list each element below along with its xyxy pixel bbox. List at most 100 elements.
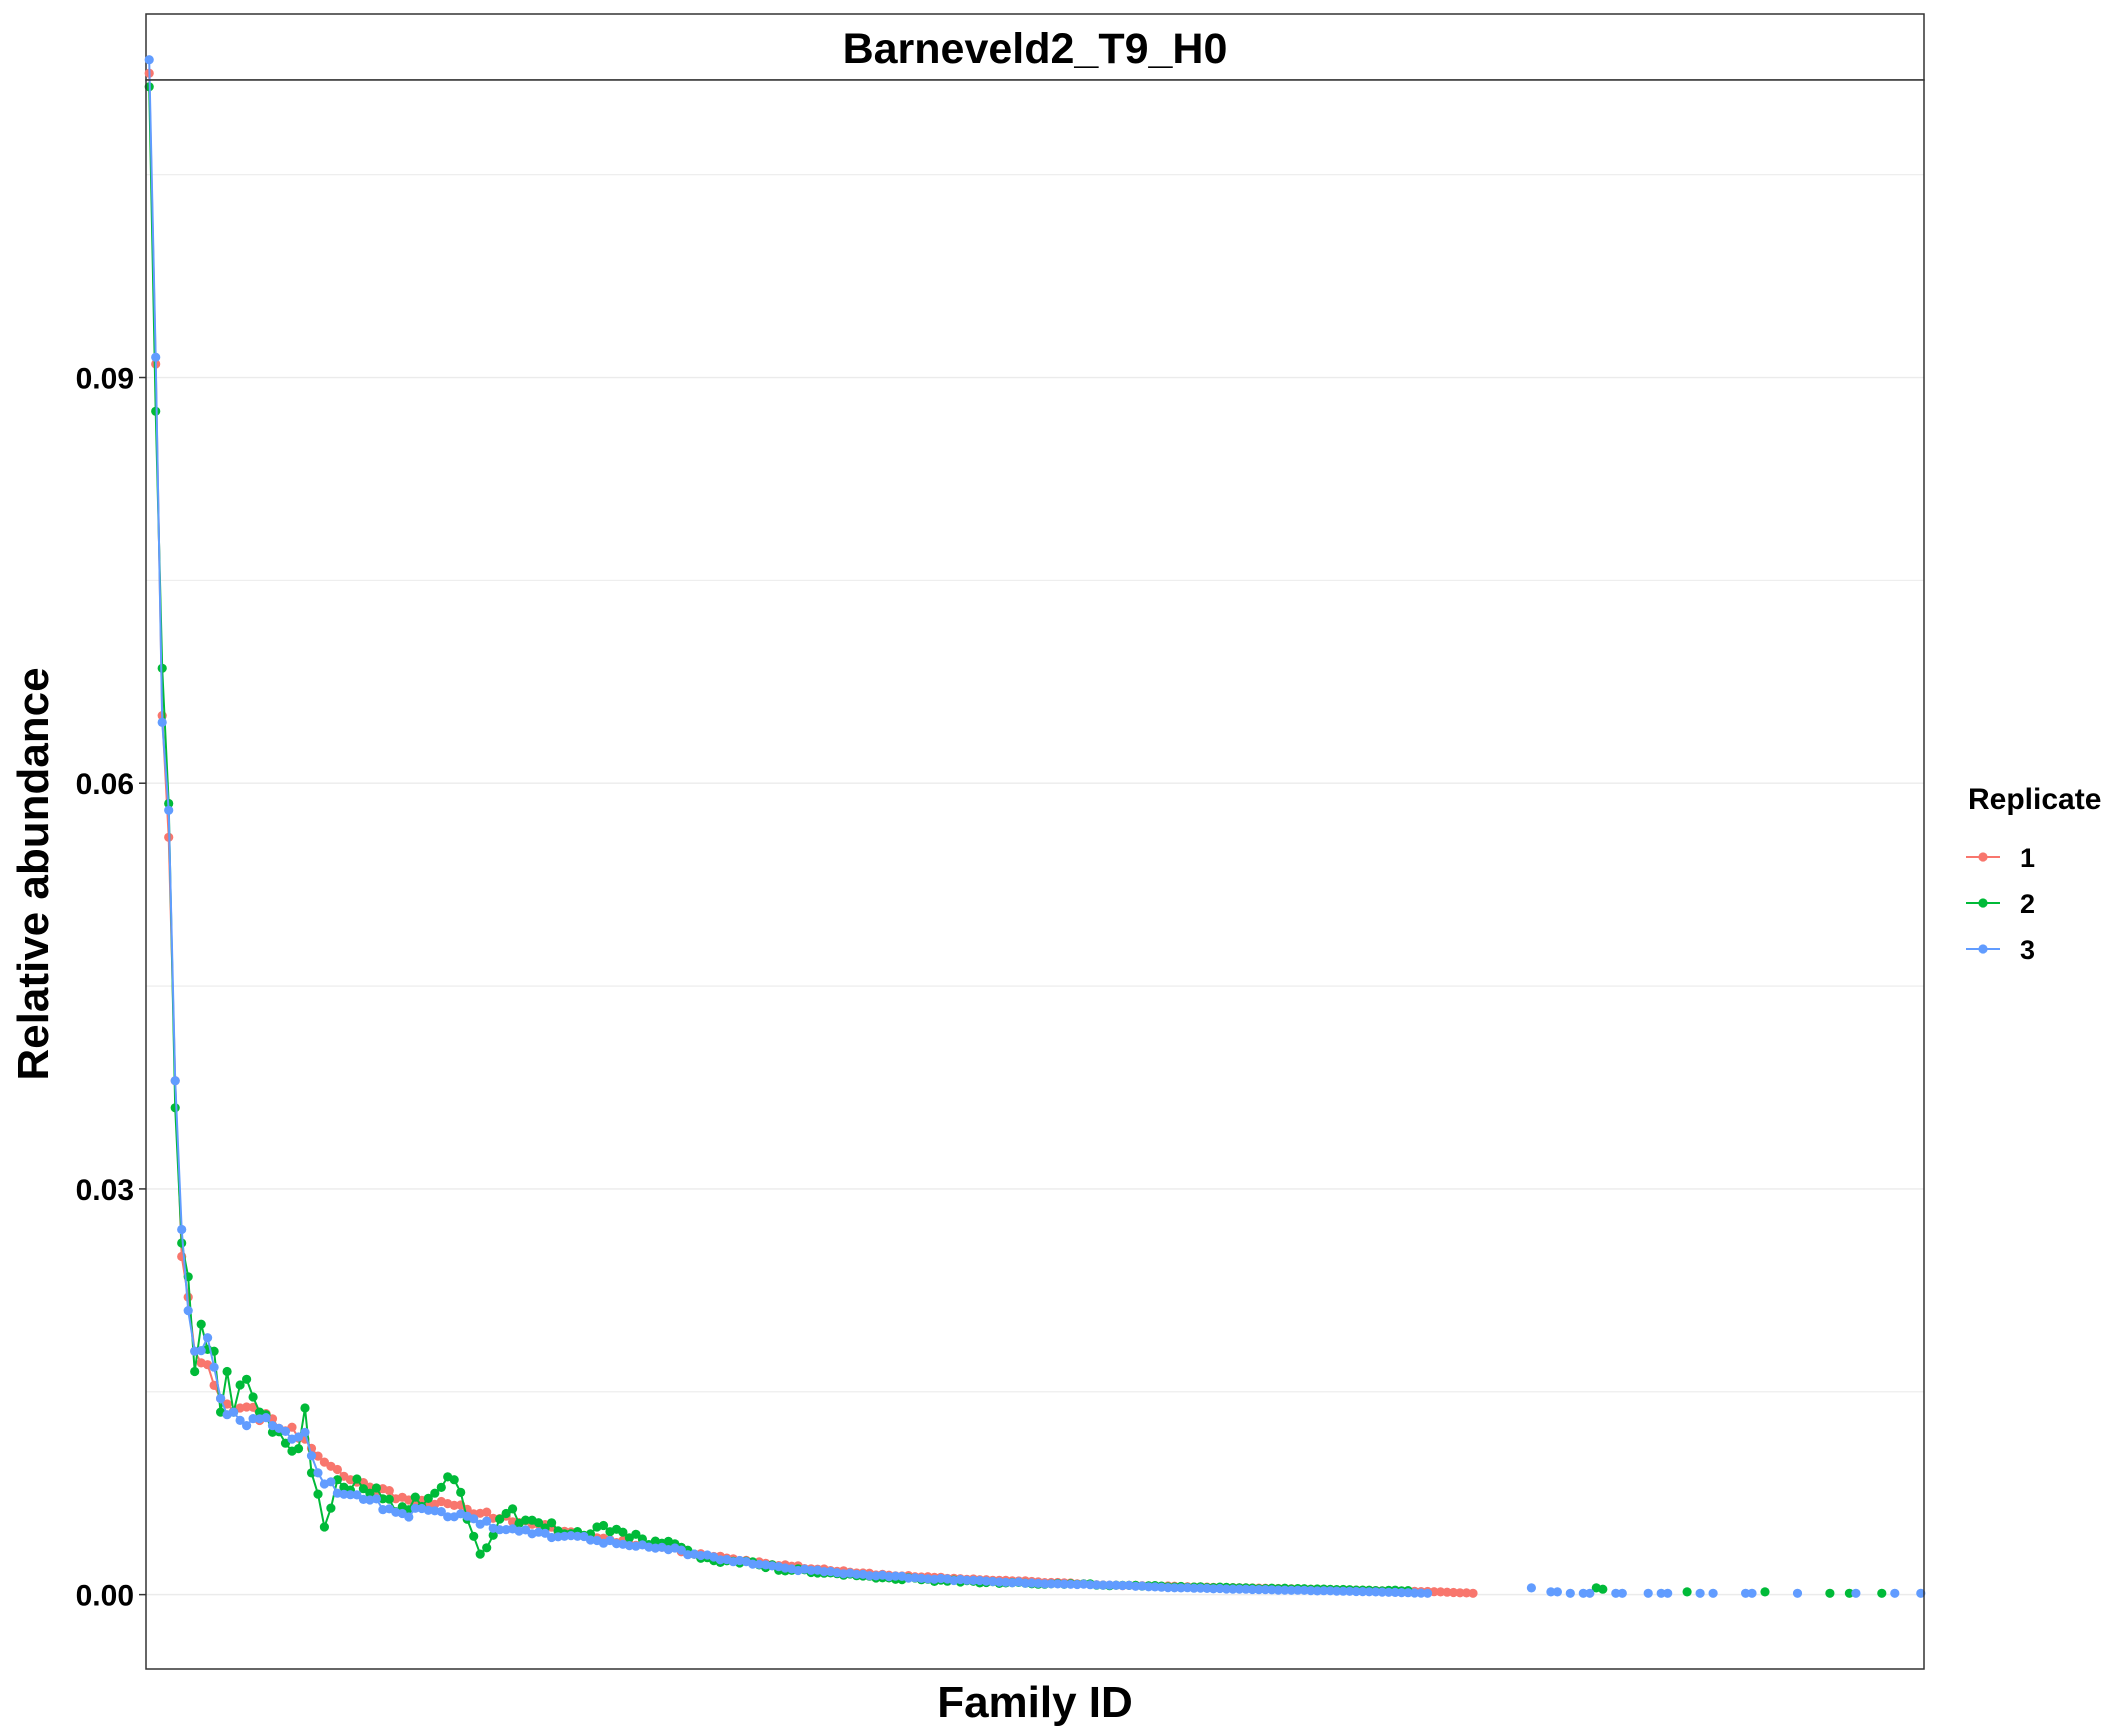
legend-label: 1: [2020, 843, 2035, 873]
data-point-3: [229, 1407, 239, 1417]
data-point-3: [981, 1576, 991, 1586]
data-point-2: [384, 1494, 394, 1504]
legend-key-1: 1: [1966, 843, 2035, 873]
data-point-3: [196, 1346, 206, 1356]
data-point-3: [164, 805, 174, 815]
data-point-3: [1280, 1585, 1290, 1595]
data-point-3: [1423, 1588, 1433, 1598]
data-point-3: [1708, 1588, 1718, 1598]
data-point-3: [1092, 1580, 1102, 1590]
data-point-3: [1241, 1584, 1251, 1594]
data-point-3: [1208, 1584, 1218, 1594]
data-point-3: [293, 1432, 304, 1442]
data-point-3: [1260, 1585, 1270, 1595]
data-point-3: [1312, 1586, 1322, 1596]
data-point-2: [475, 1549, 485, 1559]
data-point-3: [1390, 1587, 1400, 1597]
data-point-3: [1332, 1586, 1342, 1596]
data-point-3: [170, 1076, 180, 1086]
data-point-3: [1098, 1580, 1108, 1590]
data-point-2: [300, 1403, 310, 1413]
y-tick-label: 0.03: [76, 1174, 134, 1207]
data-point-3: [1169, 1583, 1180, 1593]
data-point-2: [430, 1488, 440, 1498]
legend-key-point: [1978, 852, 1988, 862]
data-point-3: [1565, 1588, 1575, 1598]
data-point-3: [715, 1555, 725, 1565]
data-point-2: [313, 1489, 323, 1499]
data-point-2: [1825, 1588, 1835, 1598]
data-point-3: [962, 1575, 972, 1585]
data-point-3: [1741, 1588, 1751, 1598]
data-point-2: [371, 1483, 381, 1493]
data-point-3: [248, 1414, 258, 1424]
data-point-3: [1176, 1583, 1186, 1593]
data-point-1: [1468, 1588, 1478, 1598]
y-axis-title: Relative abundance: [9, 667, 58, 1080]
data-point-2: [436, 1482, 446, 1492]
data-point-3: [443, 1512, 453, 1522]
data-point-2: [534, 1518, 544, 1528]
data-point-3: [1156, 1582, 1167, 1592]
data-point-2: [423, 1493, 433, 1503]
data-point-3: [1916, 1588, 1926, 1598]
data-point-3: [144, 55, 154, 65]
data-point-3: [1072, 1579, 1082, 1590]
data-point-3: [1410, 1588, 1420, 1598]
data-point-3: [151, 352, 161, 362]
data-point-3: [1656, 1588, 1666, 1598]
data-point-2: [319, 1522, 329, 1532]
y-tick-label: 0.06: [76, 768, 134, 801]
data-point-2: [352, 1474, 362, 1484]
data-point-2: [456, 1487, 466, 1497]
legend-title: Replicate: [1968, 783, 2101, 816]
data-point-3: [183, 1306, 193, 1316]
data-point-3: [1053, 1579, 1063, 1589]
data-point-1: [242, 1402, 252, 1412]
data-point-2: [306, 1468, 317, 1478]
data-point-3: [404, 1512, 414, 1522]
data-point-3: [177, 1224, 187, 1235]
data-point-3: [1306, 1586, 1316, 1596]
data-point-2: [488, 1530, 498, 1540]
data-point-2: [242, 1374, 252, 1384]
data-point-2: [177, 1238, 187, 1248]
data-point-3: [1403, 1588, 1413, 1598]
data-point-2: [190, 1366, 200, 1377]
data-point-3: [1585, 1588, 1595, 1598]
data-point-2: [507, 1504, 518, 1514]
plot-panel: [146, 80, 1924, 1669]
data-point-3: [157, 717, 167, 728]
data-point-3: [1273, 1585, 1283, 1595]
data-point-3: [819, 1567, 829, 1577]
data-point-3: [371, 1494, 381, 1504]
data-point-2: [235, 1380, 245, 1390]
data-point-3: [1617, 1588, 1627, 1598]
data-point-3: [1747, 1588, 1757, 1598]
data-point-2: [196, 1319, 206, 1329]
data-point-3: [1384, 1587, 1394, 1597]
data-point-3: [1526, 1583, 1536, 1593]
data-point-3: [300, 1427, 310, 1437]
data-point-2: [410, 1492, 420, 1502]
data-point-3: [1851, 1588, 1861, 1598]
data-point-3: [1643, 1588, 1653, 1598]
data-point-3: [1377, 1587, 1387, 1597]
data-point-3: [1546, 1587, 1556, 1597]
data-point-3: [345, 1490, 355, 1500]
data-point-3: [216, 1393, 226, 1404]
data-point-2: [501, 1508, 511, 1519]
legend-key-2: 2: [1966, 889, 2035, 919]
y-axis: 0.00 0.03 0.06 0.09: [76, 363, 146, 1613]
data-point-2: [1598, 1584, 1608, 1594]
data-point-3: [903, 1573, 914, 1583]
data-point-2: [598, 1520, 609, 1531]
data-point-3: [352, 1490, 362, 1500]
data-point-1: [319, 1457, 329, 1467]
data-point-3: [1254, 1585, 1264, 1595]
series-layer: [144, 55, 1926, 1598]
data-point-1: [1436, 1587, 1446, 1597]
data-point-3: [1059, 1579, 1069, 1589]
data-point-1: [1461, 1588, 1472, 1598]
data-point-1: [332, 1464, 342, 1475]
